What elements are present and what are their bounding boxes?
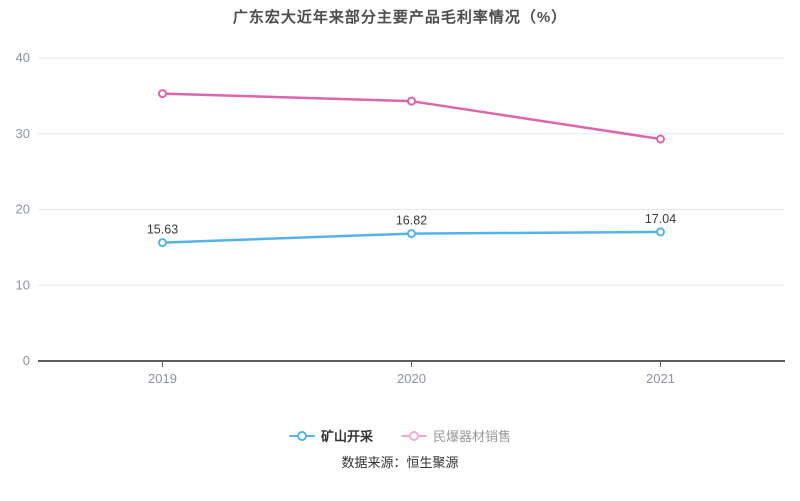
data-point-label: 17.04	[645, 212, 676, 226]
legend-label-mining: 矿山开采	[320, 429, 373, 444]
data-point-marker	[407, 229, 416, 239]
line-marker-icon	[401, 430, 427, 442]
data-point-marker	[158, 89, 167, 99]
legend-label-explosives: 民爆器材销售	[433, 429, 512, 444]
legend-item-explosives[interactable]: 民爆器材销售	[401, 426, 511, 445]
data-source-caption: 数据来源：恒生聚源	[341, 455, 459, 470]
y-axis-tick-label: 20	[16, 202, 30, 217]
x-axis-tick-label: 2019	[148, 371, 177, 386]
data-point-marker	[656, 134, 665, 144]
data-point-label: 16.82	[396, 214, 427, 228]
legend-item-mining[interactable]: 矿山开采	[288, 426, 373, 445]
line-chart-canvas: 0 10 20 30 40 2019 2020 2021 15.63 16.82 17.04	[16, 50, 785, 386]
chart-title: 广东宏大近年来部分主要产品毛利率情况（%）	[232, 9, 568, 26]
data-point-marker	[656, 227, 665, 237]
x-axis-tick-label: 2021	[646, 371, 675, 386]
data-point-marker	[158, 238, 167, 248]
y-axis-tick-label: 30	[16, 126, 30, 141]
data-point-label: 15.63	[147, 223, 178, 237]
y-axis-tick-label: 0	[23, 353, 30, 368]
y-axis-tick-label: 10	[16, 277, 30, 292]
x-axis-tick-label: 2020	[397, 371, 426, 386]
y-axis-tick-label: 40	[16, 50, 30, 65]
chart-legend: 矿山开采 民爆器材销售	[0, 426, 800, 445]
line-marker-icon	[288, 430, 315, 442]
data-point-marker	[407, 96, 416, 106]
